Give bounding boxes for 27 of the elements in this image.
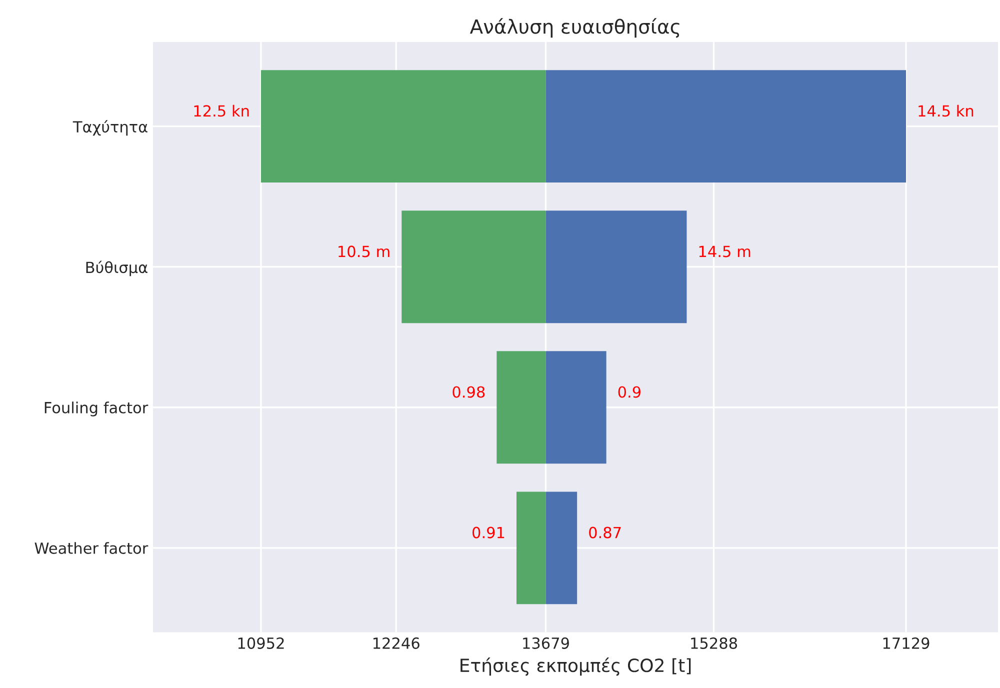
bar (546, 70, 906, 183)
bar (496, 351, 546, 464)
annotation: 14.5 kn (918, 104, 974, 117)
y-tick-label: Fouling factor (44, 402, 148, 416)
annotation: 0.98 (452, 386, 485, 398)
x-tick-label: 13679 (523, 637, 569, 649)
x-tick-label: 17129 (883, 637, 930, 649)
x-axis-title: Ετήσιες εκπομπές CO2 [t] (460, 657, 691, 676)
bar (546, 210, 687, 324)
annotation: 14.5 m (699, 246, 750, 258)
chart-title: Ανάλυση ευαισθησίας (470, 18, 680, 38)
y-tick-label: Βύθισμα (86, 260, 148, 276)
bar (402, 210, 546, 324)
bar (516, 492, 546, 604)
y-tick-label: Weather factor (34, 542, 148, 554)
annotation: 12.5 kn (194, 104, 249, 117)
bar (546, 492, 578, 604)
x-tick-label: 12246 (373, 637, 420, 649)
annotation: 0.87 (589, 526, 621, 538)
annotation: 0.9 (618, 386, 641, 398)
annotation: 10.5 m (338, 246, 390, 258)
x-tick-label: 15288 (691, 637, 738, 649)
y-tick-label: Ταχύτητα (72, 120, 148, 136)
x-tick-label: 10952 (238, 637, 284, 649)
annotation: 0.91 (472, 526, 504, 538)
bar (546, 351, 606, 464)
bar (260, 70, 546, 183)
